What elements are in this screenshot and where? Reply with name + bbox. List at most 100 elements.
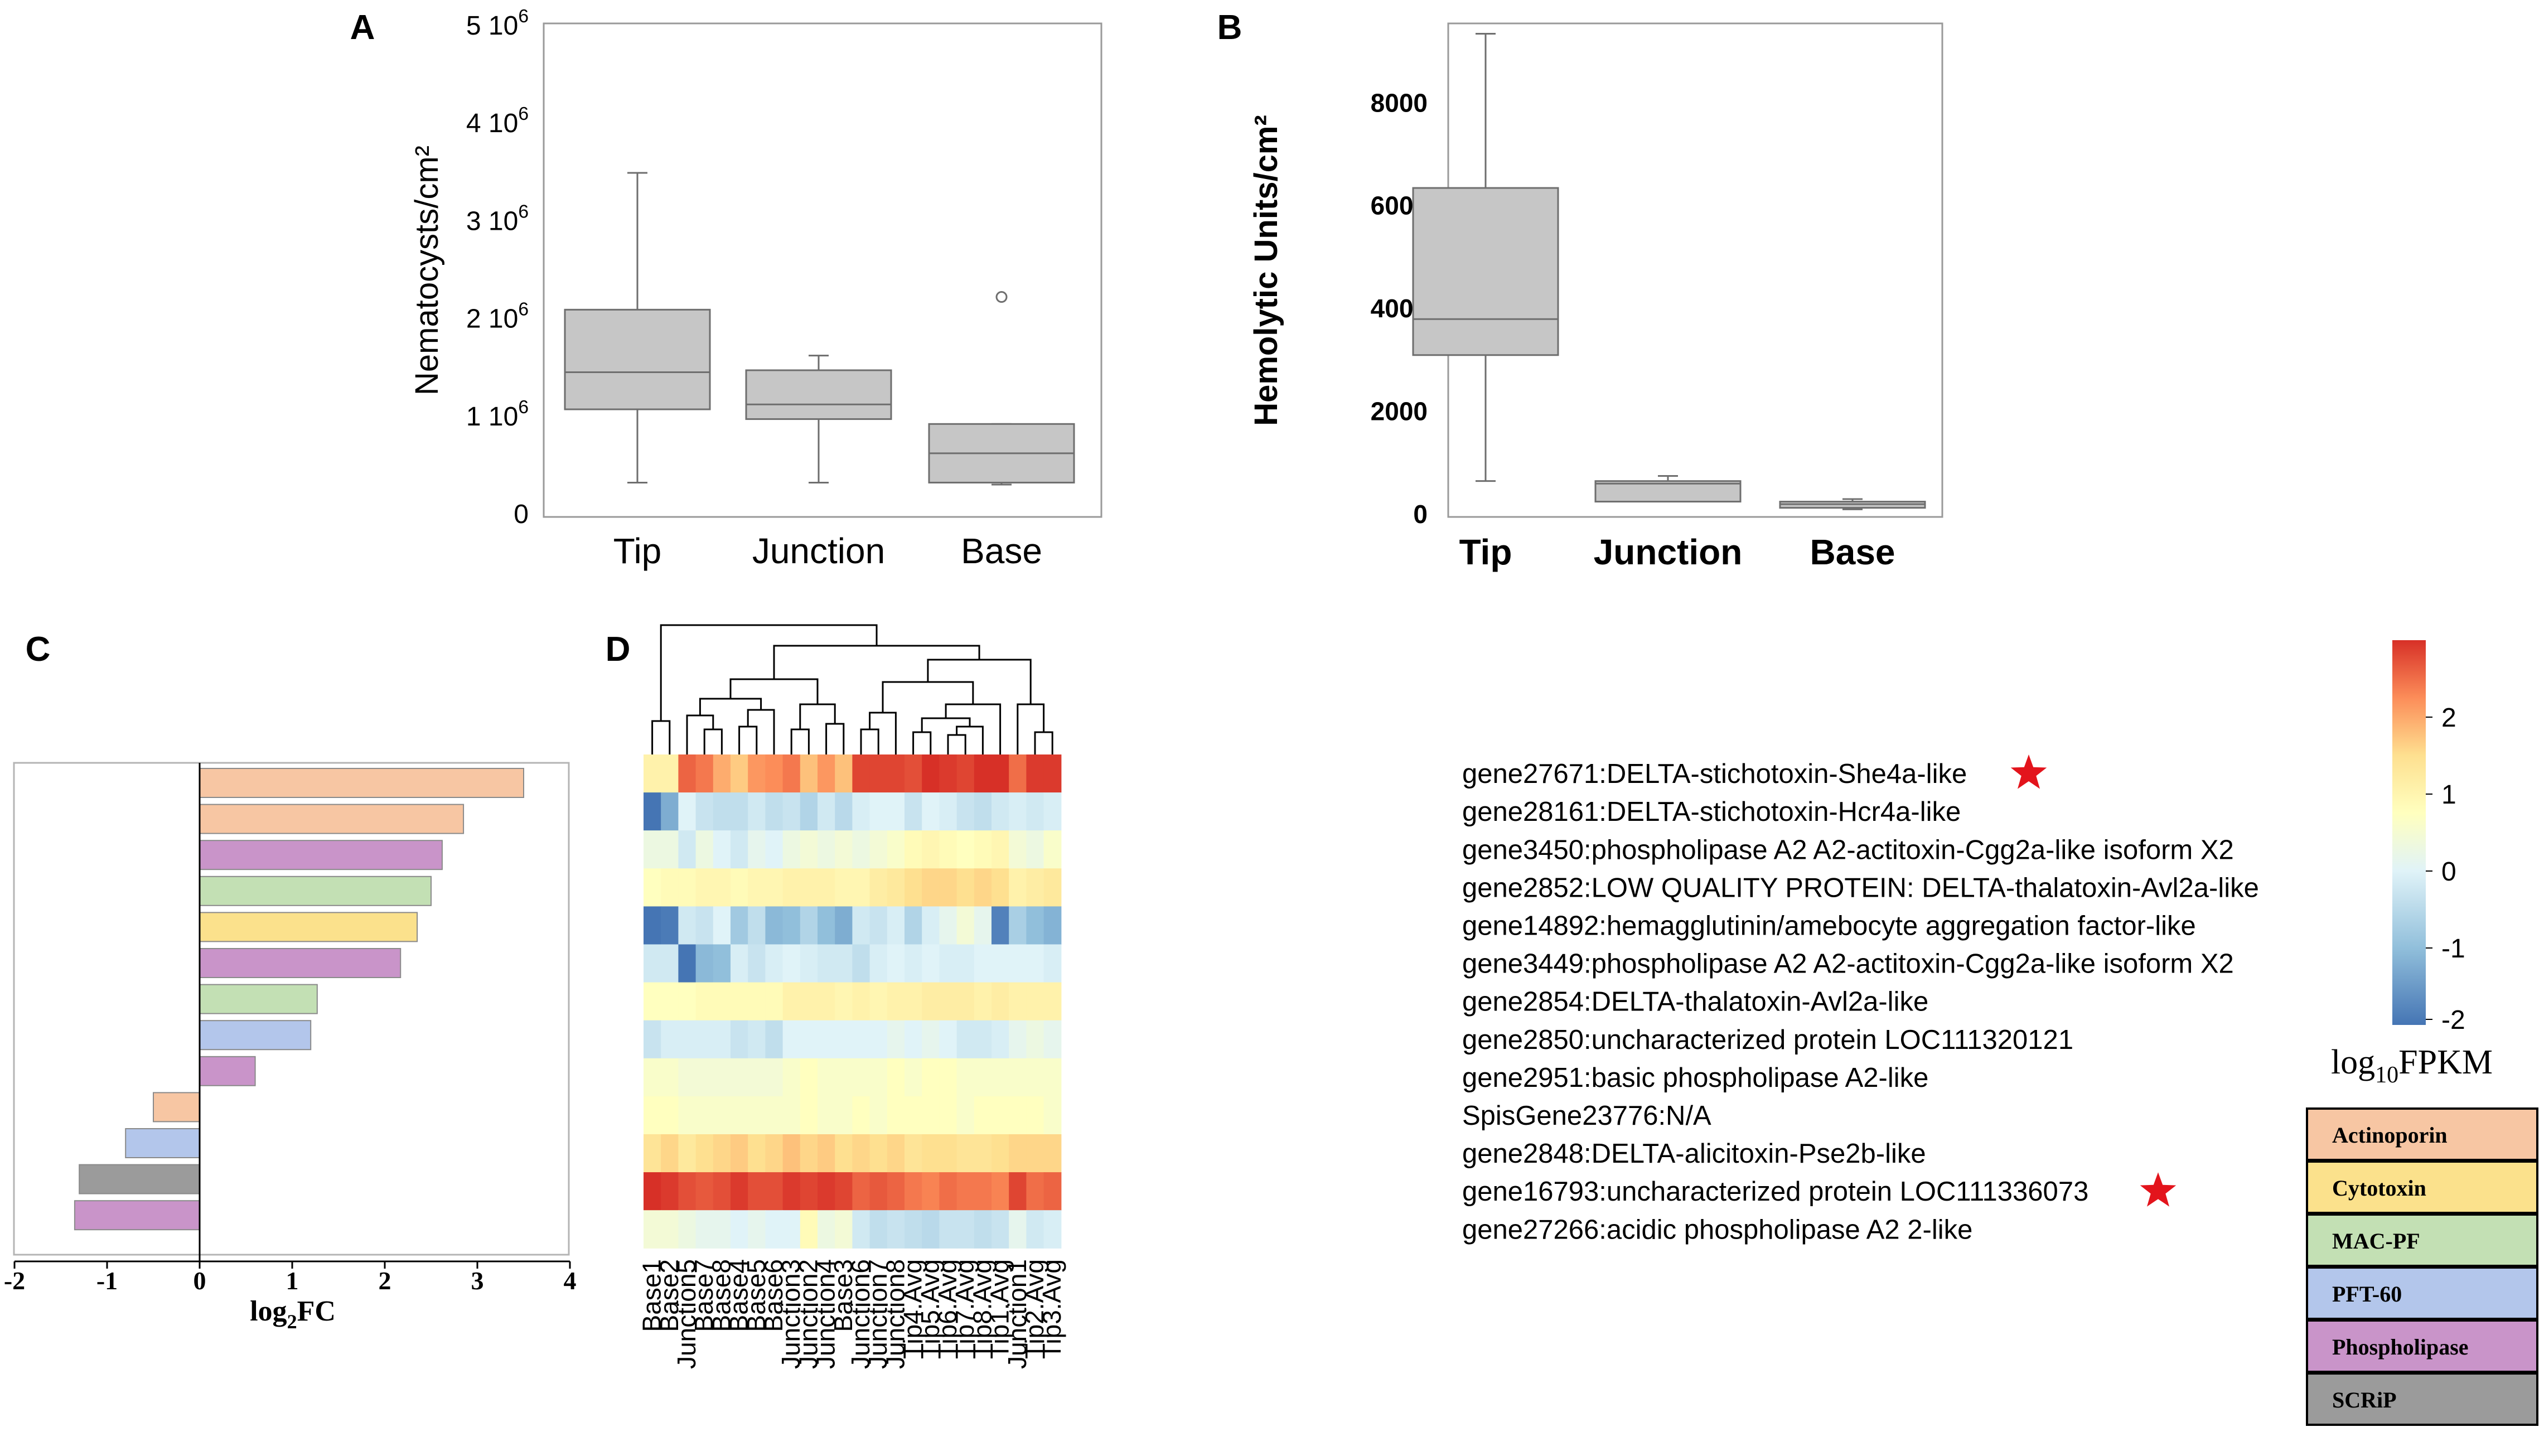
heatmap-cell xyxy=(835,754,853,793)
column-label: Base4 xyxy=(724,1259,753,1332)
heatmap-cell xyxy=(939,830,957,869)
heatmap-cell xyxy=(800,982,818,1021)
heatmap-cell xyxy=(835,792,853,831)
heatmap-cell xyxy=(695,1172,714,1211)
row-labels: gene27671:DELTA-stichotoxin-She4a-like ge… xyxy=(1462,759,2259,1245)
heatmap-cell xyxy=(887,792,905,831)
heatmap-cell xyxy=(695,944,714,983)
column-label: Base2 xyxy=(655,1259,684,1332)
heatmap-cell xyxy=(731,1172,748,1211)
star-icon xyxy=(2140,1172,2177,1207)
heatmap-cell xyxy=(661,906,679,945)
heatmap-cell xyxy=(905,1096,922,1135)
boxes-b xyxy=(1412,32,1926,510)
bar xyxy=(199,840,443,870)
heatmap-cell xyxy=(661,1020,679,1059)
outlier-point xyxy=(995,291,1008,303)
column-label: Tip3.Avg xyxy=(1037,1259,1066,1359)
column-label: Junction2 xyxy=(794,1259,823,1369)
heatmap-cell xyxy=(731,1020,748,1059)
heatmap-cell xyxy=(956,1210,975,1249)
heatmap-cell xyxy=(695,868,714,907)
heatmap-cell xyxy=(713,1210,731,1249)
heatmap-cell xyxy=(1043,868,1062,907)
heatmap-cell xyxy=(818,754,835,793)
heatmap-cell xyxy=(922,1134,940,1173)
column-label: Junction8 xyxy=(881,1259,910,1369)
heatmap-cell xyxy=(852,1058,870,1097)
heatmap-cell xyxy=(939,1134,957,1173)
panel-c: C -2 -1 0 1 2 3 4 log2FC xyxy=(4,630,577,1333)
heatmap-cell xyxy=(1043,1020,1062,1059)
heatmap-cell xyxy=(765,1134,783,1173)
heatmap-cell xyxy=(800,868,818,907)
heatmap-cell xyxy=(765,944,783,983)
heatmap-cell xyxy=(1009,1134,1027,1173)
bar xyxy=(199,912,418,942)
heatmap-cell xyxy=(765,754,783,793)
y-tick-label: 5 106 xyxy=(466,6,529,41)
column-label: Tip5.Avg xyxy=(916,1259,945,1359)
heatmap-cell xyxy=(713,830,731,869)
y-tick-label: 0 xyxy=(514,500,529,529)
y-tick-exponent: 6 xyxy=(518,6,529,27)
x-category-label: Tip xyxy=(1459,532,1512,572)
y-tick-label: 4 106 xyxy=(466,104,529,138)
heatmap-cell xyxy=(1026,792,1044,831)
heatmap-cell xyxy=(887,982,905,1021)
dendrogram-branch xyxy=(860,728,879,754)
x-tick-label: -2 xyxy=(4,1266,25,1295)
heatmap-cell xyxy=(852,906,870,945)
heatmap-cell xyxy=(661,754,679,793)
row-label: gene2848:DELTA-alicitoxin-Pse2b-like xyxy=(1462,1139,1926,1169)
y-axis-label-b: Hemolytic Units/cm² xyxy=(1248,115,1284,426)
heatmap-cell xyxy=(992,944,1009,983)
heatmap-cell xyxy=(678,982,697,1021)
heatmap-cell xyxy=(905,1172,922,1211)
box-iqr xyxy=(745,369,892,420)
box-iqr xyxy=(1412,187,1559,356)
colorbar-tick-label: 1 xyxy=(2441,780,2456,810)
heatmap-cell xyxy=(713,1058,731,1097)
heatmap-cell xyxy=(1026,1210,1044,1249)
heatmap-cell xyxy=(748,830,766,869)
y-tick-mantissa: 0 xyxy=(1413,500,1428,529)
row-label: gene14892:hemagglutinin/amebocyte aggreg… xyxy=(1462,911,2196,941)
heatmap-cell xyxy=(887,1172,905,1211)
heatmap-cell xyxy=(852,1172,870,1211)
bar xyxy=(199,1020,312,1051)
heatmap-cell xyxy=(887,1134,905,1173)
heatmap-cell xyxy=(782,1058,801,1097)
heatmap-cell xyxy=(800,1172,818,1211)
heatmap-cell xyxy=(678,906,697,945)
heatmap-cell xyxy=(835,1172,853,1211)
heatmap-cell xyxy=(905,754,922,793)
heatmap-cell xyxy=(956,1134,975,1173)
heatmap-cell xyxy=(765,1210,783,1249)
heatmap-cell xyxy=(974,906,992,945)
heatmap-cell xyxy=(713,1020,731,1059)
heatmap-cell xyxy=(922,1058,940,1097)
heatmap-cell xyxy=(782,1134,801,1173)
heatmap-cell xyxy=(835,1134,853,1173)
dendrogram-branch xyxy=(799,703,836,729)
heatmap-cell xyxy=(922,982,940,1021)
x-category-label: Tip xyxy=(613,531,662,571)
heatmap-cell xyxy=(1043,1096,1062,1135)
heatmap-cell xyxy=(1009,868,1027,907)
heatmap-cell xyxy=(748,754,766,793)
heatmap-cell xyxy=(835,868,853,907)
dendrogram-branch xyxy=(651,720,671,754)
row-label: gene2951:basic phospholipase A2-like xyxy=(1462,1063,1928,1093)
heatmap-cell xyxy=(1009,792,1027,831)
heatmap-cell xyxy=(852,1210,870,1249)
y-tick-mantissa: 4 10 xyxy=(466,109,518,138)
heatmap-cell xyxy=(818,1020,835,1059)
heatmap-cell xyxy=(800,1096,818,1135)
heatmap-cell xyxy=(1009,1096,1027,1135)
heatmap-cell xyxy=(869,906,888,945)
heatmap-cell xyxy=(800,906,818,945)
heatmap-cell xyxy=(939,868,957,907)
heatmap-cell xyxy=(1009,982,1027,1021)
heatmap-cell xyxy=(1026,1134,1044,1173)
